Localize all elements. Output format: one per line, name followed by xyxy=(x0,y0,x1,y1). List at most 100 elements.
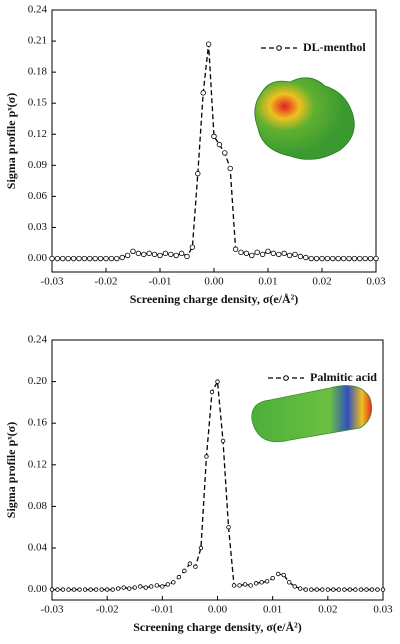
data-point xyxy=(336,587,342,592)
data-point xyxy=(178,250,185,257)
molecule-image xyxy=(254,77,355,160)
data-point xyxy=(165,582,171,587)
y-tick-label: 0.15 xyxy=(28,97,48,109)
data-point xyxy=(121,585,126,590)
data-point xyxy=(242,582,248,587)
data-point xyxy=(127,586,132,591)
data-point xyxy=(362,255,368,262)
data-point xyxy=(259,251,266,258)
data-point xyxy=(119,254,125,261)
y-tick-label: 0.08 xyxy=(28,500,48,512)
data-point xyxy=(325,587,331,592)
data-point xyxy=(253,581,259,586)
data-point xyxy=(187,561,193,566)
data-point xyxy=(82,587,88,592)
data-point xyxy=(99,587,104,592)
data-point xyxy=(264,579,270,584)
data-point xyxy=(108,255,115,262)
data-point xyxy=(303,587,308,592)
y-tick-label: 0.21 xyxy=(28,35,47,47)
data-point xyxy=(200,90,206,96)
data-point xyxy=(369,587,375,592)
x-tick-label: 0.00 xyxy=(208,604,228,616)
data-point xyxy=(49,587,55,592)
data-point xyxy=(364,587,369,592)
data-point xyxy=(380,587,386,592)
data-point xyxy=(209,389,215,395)
data-point xyxy=(54,255,61,262)
data-point xyxy=(319,255,325,262)
data-point xyxy=(65,255,71,262)
data-point xyxy=(138,584,143,589)
data-point xyxy=(227,165,233,172)
data-point xyxy=(276,251,282,258)
x-tick-label: -0.03 xyxy=(41,604,64,616)
data-point xyxy=(143,585,148,590)
x-tick-label: 0.01 xyxy=(258,276,277,288)
data-point xyxy=(205,41,212,47)
data-point xyxy=(216,141,223,148)
legend-marker xyxy=(283,375,289,381)
data-point xyxy=(237,583,242,588)
y-tick-label: 0.12 xyxy=(28,458,47,470)
data-point xyxy=(154,583,160,588)
data-point xyxy=(114,255,120,262)
data-point xyxy=(76,255,82,262)
molecule-image xyxy=(251,385,373,443)
data-point xyxy=(254,249,260,256)
data-point xyxy=(70,255,77,262)
x-axis-label: Screening charge density, σ(e/Å²) xyxy=(130,292,299,306)
data-point xyxy=(115,586,121,591)
data-point xyxy=(303,254,309,261)
data-point xyxy=(171,580,176,585)
data-point xyxy=(168,251,174,258)
data-point xyxy=(265,248,271,254)
data-point xyxy=(270,250,277,257)
data-point xyxy=(81,255,88,262)
data-point xyxy=(340,255,347,262)
data-point xyxy=(249,252,255,259)
data-point xyxy=(231,583,237,588)
data-point xyxy=(66,587,71,592)
x-tick-label: -0.03 xyxy=(41,276,64,288)
data-point xyxy=(110,587,115,592)
data-point xyxy=(215,379,220,384)
x-tick-label: -0.01 xyxy=(151,604,174,616)
data-point xyxy=(335,255,341,262)
data-point xyxy=(347,587,353,592)
y-tick-label: 0.00 xyxy=(28,583,48,595)
data-point xyxy=(238,249,244,256)
data-point xyxy=(182,568,187,574)
data-point xyxy=(88,587,93,592)
data-point xyxy=(189,244,196,250)
data-point xyxy=(248,583,253,588)
data-point xyxy=(132,585,137,590)
data-point xyxy=(141,251,147,258)
data-point xyxy=(220,438,226,444)
data-point xyxy=(149,584,154,589)
data-point xyxy=(330,255,336,262)
data-point xyxy=(160,584,165,589)
data-point xyxy=(292,251,298,258)
y-tick-label: 0.00 xyxy=(28,252,48,264)
data-point xyxy=(97,255,104,262)
data-point xyxy=(176,574,182,580)
data-point xyxy=(222,150,228,156)
data-point xyxy=(184,253,190,260)
data-point xyxy=(195,170,201,177)
data-point xyxy=(259,580,264,585)
data-point xyxy=(346,255,352,262)
y-tick-label: 0.06 xyxy=(28,190,48,202)
data-point xyxy=(146,250,152,257)
y-tick-label: 0.24 xyxy=(28,334,48,346)
data-point xyxy=(60,255,66,262)
legend-marker xyxy=(276,45,282,51)
data-point xyxy=(103,255,109,262)
data-point xyxy=(367,255,374,262)
data-point xyxy=(287,580,292,585)
data-point xyxy=(375,587,380,592)
data-point xyxy=(308,255,314,262)
data-point xyxy=(243,250,250,257)
data-point xyxy=(331,587,336,592)
